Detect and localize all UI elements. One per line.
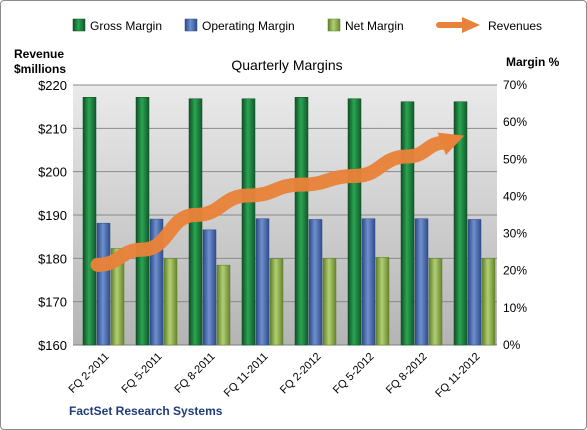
bar-operating-margin xyxy=(467,219,482,346)
bar-gross-margin xyxy=(453,101,468,346)
bar-gross-margin xyxy=(82,97,97,346)
category-tick-label: FQ 5-2012 xyxy=(331,351,377,397)
legend-item-gross-margin: Gross Margin xyxy=(72,18,162,33)
bar-operating-margin xyxy=(96,222,111,346)
bar-net-margin xyxy=(110,248,125,346)
category-tick-label: FQ 8-2011 xyxy=(173,351,218,396)
revenue-arrow-head xyxy=(437,132,465,156)
legend-label: Gross Margin xyxy=(90,19,162,33)
bar-net-margin xyxy=(216,264,231,346)
bar-operating-margin xyxy=(414,218,429,346)
legend-item-operating-margin: Operating Margin xyxy=(184,18,295,33)
source-label: FactSet Research Systems xyxy=(69,404,223,418)
category-tick-label: FQ 11-2011 xyxy=(222,351,271,400)
bar-net-margin xyxy=(269,258,284,346)
bar-net-margin xyxy=(428,258,443,346)
revenue-line xyxy=(90,135,453,272)
legend-item-net-margin: Net Margin xyxy=(327,18,404,33)
right-axis-tick-label: 40% xyxy=(503,189,527,203)
legend-label: Revenues xyxy=(488,19,542,33)
bar-operating-margin xyxy=(361,218,376,346)
category-tick-label: FQ 2-2012 xyxy=(278,351,324,397)
left-axis-tick-label: $210 xyxy=(38,121,67,136)
category-tick-label: FQ 11-2012 xyxy=(433,351,482,400)
chart-title: Quarterly Margins xyxy=(231,57,342,73)
right-axis-tick-label: 30% xyxy=(503,227,527,241)
bar-gross-margin xyxy=(400,101,415,346)
legend-label: Net Margin xyxy=(345,19,404,33)
category-tick-label: FQ 2-2011 xyxy=(67,351,112,396)
right-axis-tick-label: 60% xyxy=(503,115,527,129)
bar-operating-margin xyxy=(202,229,217,346)
left-axis-tick-label: $200 xyxy=(38,165,67,180)
legend: Gross Margin Operating Margin Net Margin… xyxy=(72,17,542,33)
left-axis-tick-label: $220 xyxy=(38,78,67,93)
category-tick-label: FQ 5-2011 xyxy=(120,351,165,396)
right-axis-tick-label: 0% xyxy=(503,338,521,352)
left-axis-label-line1: Revenue xyxy=(14,47,64,61)
bar-operating-margin xyxy=(255,218,270,346)
right-axis-tick-label: 50% xyxy=(503,152,527,166)
bar-net-margin xyxy=(163,258,178,346)
legend-arrow-head xyxy=(462,17,480,33)
right-axis-tick-label: 10% xyxy=(503,301,527,315)
left-axis-tick-label: $180 xyxy=(38,251,67,266)
category-tick-label: FQ 8-2012 xyxy=(384,351,430,397)
bar-operating-margin xyxy=(308,219,323,346)
left-axis-tick-label: $190 xyxy=(38,208,67,223)
bar-net-margin xyxy=(375,257,390,346)
legend-label: Operating Margin xyxy=(202,19,295,33)
left-axis-tick-label: $170 xyxy=(38,295,67,310)
right-axis-label: Margin % xyxy=(506,55,560,69)
bar-gross-margin xyxy=(294,97,309,346)
right-axis-tick-label: 70% xyxy=(503,78,527,92)
bar-gross-margin xyxy=(347,98,362,346)
left-axis-label-line2: $millions xyxy=(14,62,66,76)
revenue-arrow xyxy=(90,132,465,272)
right-axis-tick-label: 20% xyxy=(503,264,527,278)
bar-net-margin xyxy=(481,258,496,346)
legend-item-revenues: Revenues xyxy=(436,17,542,33)
bar-gross-margin xyxy=(241,98,256,346)
bar-gross-margin xyxy=(135,97,150,346)
bar-net-margin xyxy=(322,258,337,346)
left-axis-tick-label: $160 xyxy=(38,338,67,353)
